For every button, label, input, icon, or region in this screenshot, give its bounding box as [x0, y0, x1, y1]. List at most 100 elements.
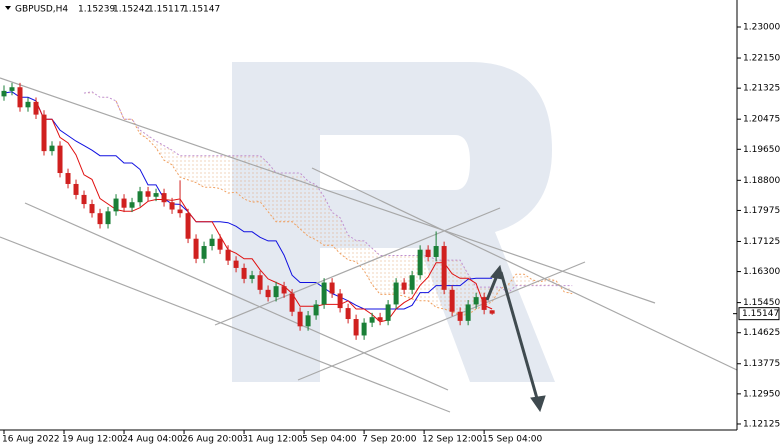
- candle-body: [353, 319, 359, 336]
- candle-body: [433, 246, 439, 257]
- candle-body: [113, 198, 119, 212]
- candle-body: [41, 114, 47, 152]
- candle-body: [345, 308, 351, 320]
- trendlines: [0, 77, 738, 413]
- open-value: 1.15239: [78, 5, 115, 15]
- candle-body: [89, 204, 95, 214]
- candle-body: [329, 282, 335, 294]
- x-tick-label: 24 Aug 04:00: [122, 435, 183, 445]
- candle-body: [177, 209, 183, 214]
- candle-body: [297, 311, 303, 327]
- candle-body: [169, 202, 175, 210]
- kijun-line: [3, 91, 493, 310]
- candle-body: [25, 101, 31, 108]
- candle-body: [1, 90, 7, 97]
- candle-body: [425, 249, 431, 257]
- y-tick-label: 1.12125: [743, 419, 780, 429]
- candle-body: [337, 293, 343, 309]
- candle-body: [57, 145, 63, 174]
- trendline: [297, 261, 586, 381]
- y-tick-label: 1.17125: [743, 237, 780, 247]
- candle-body: [489, 310, 495, 314]
- arrowhead: [530, 395, 546, 413]
- candle-body: [305, 315, 311, 327]
- trendline: [24, 202, 449, 391]
- x-tick-label: 12 Sep 12:00: [422, 435, 482, 445]
- candle-body: [401, 282, 407, 290]
- y-tick-label: 1.14625: [743, 328, 780, 338]
- candle-body: [129, 202, 135, 208]
- candle-body: [457, 311, 463, 321]
- y-tick-label: 1.22150: [743, 54, 780, 64]
- price-box: [738, 307, 780, 321]
- candle-body: [361, 322, 367, 336]
- x-tick-label: 31 Aug 12:00: [242, 435, 303, 445]
- senkou-a: [115, 100, 573, 316]
- candle-body: [257, 275, 263, 290]
- tenkan-line: [35, 100, 493, 323]
- candle-body: [193, 238, 199, 259]
- x-tick-label: 19 Aug 12:00: [62, 435, 123, 445]
- candle-body: [481, 297, 487, 310]
- candle-body: [81, 194, 87, 205]
- candle-body: [289, 293, 295, 312]
- low-value: 1.15117: [148, 5, 185, 15]
- y-tick-label: 1.16300: [743, 267, 780, 277]
- x-tick-label: 15 Sep 04:00: [482, 435, 542, 445]
- candle-body: [137, 191, 143, 203]
- candle-body: [49, 145, 55, 152]
- candle-body: [201, 246, 207, 259]
- price-label: 1.15147: [742, 309, 779, 319]
- candle-body: [409, 275, 415, 290]
- candle-body: [273, 286, 279, 298]
- y-tick-label: 1.12950: [743, 389, 780, 399]
- candle-body: [265, 289, 271, 298]
- candle-body: [473, 297, 479, 305]
- trendline: [214, 207, 501, 326]
- trendline: [0, 236, 451, 413]
- close-value: 1.15147: [183, 5, 220, 15]
- y-tick-label: 1.13775: [743, 359, 780, 369]
- candle-body: [97, 213, 103, 225]
- trendline: [311, 167, 738, 371]
- candle-body: [369, 317, 375, 323]
- y-tick-label: 1.15450: [743, 298, 780, 308]
- y-tick-label: 1.17975: [743, 206, 780, 216]
- trendline: [0, 77, 656, 304]
- y-tick-label: 1.18800: [743, 176, 780, 186]
- forecast-arrows: [485, 264, 546, 413]
- candle-body: [377, 317, 383, 321]
- arrow-down: [499, 271, 540, 403]
- candle-body: [393, 282, 399, 305]
- y-tick-label: 1.19650: [743, 145, 780, 155]
- candle-body: [225, 249, 231, 261]
- candle-body: [33, 101, 39, 115]
- candle-body: [209, 238, 215, 247]
- x-tick-label: 16 Aug 2022: [2, 435, 60, 445]
- candle-body: [17, 87, 23, 108]
- candle-body: [313, 304, 319, 316]
- symbol: GBPUSD,H4: [15, 5, 68, 15]
- candle-body: [241, 267, 247, 279]
- x-tick-label: 5 Sep 04:00: [302, 435, 357, 445]
- candle-body: [145, 191, 151, 197]
- candle-body: [249, 275, 255, 279]
- y-tick-label: 1.20475: [743, 115, 780, 125]
- y-tick-label: 1.23000: [743, 23, 780, 33]
- candle-body: [73, 183, 79, 195]
- candle-body: [321, 282, 327, 305]
- candle-body: [161, 193, 167, 203]
- candle-body: [153, 193, 159, 197]
- candle-body: [441, 246, 447, 290]
- candle-body: [465, 304, 471, 321]
- candle-body: [9, 87, 15, 91]
- candle-body: [217, 238, 223, 250]
- candle-body: [105, 211, 111, 225]
- candle-body: [449, 289, 455, 312]
- candle-body: [233, 260, 239, 268]
- y-tick-label: 1.21325: [743, 84, 780, 94]
- candle-body: [385, 304, 391, 321]
- header-icon: [5, 6, 11, 10]
- candle-body: [121, 198, 127, 208]
